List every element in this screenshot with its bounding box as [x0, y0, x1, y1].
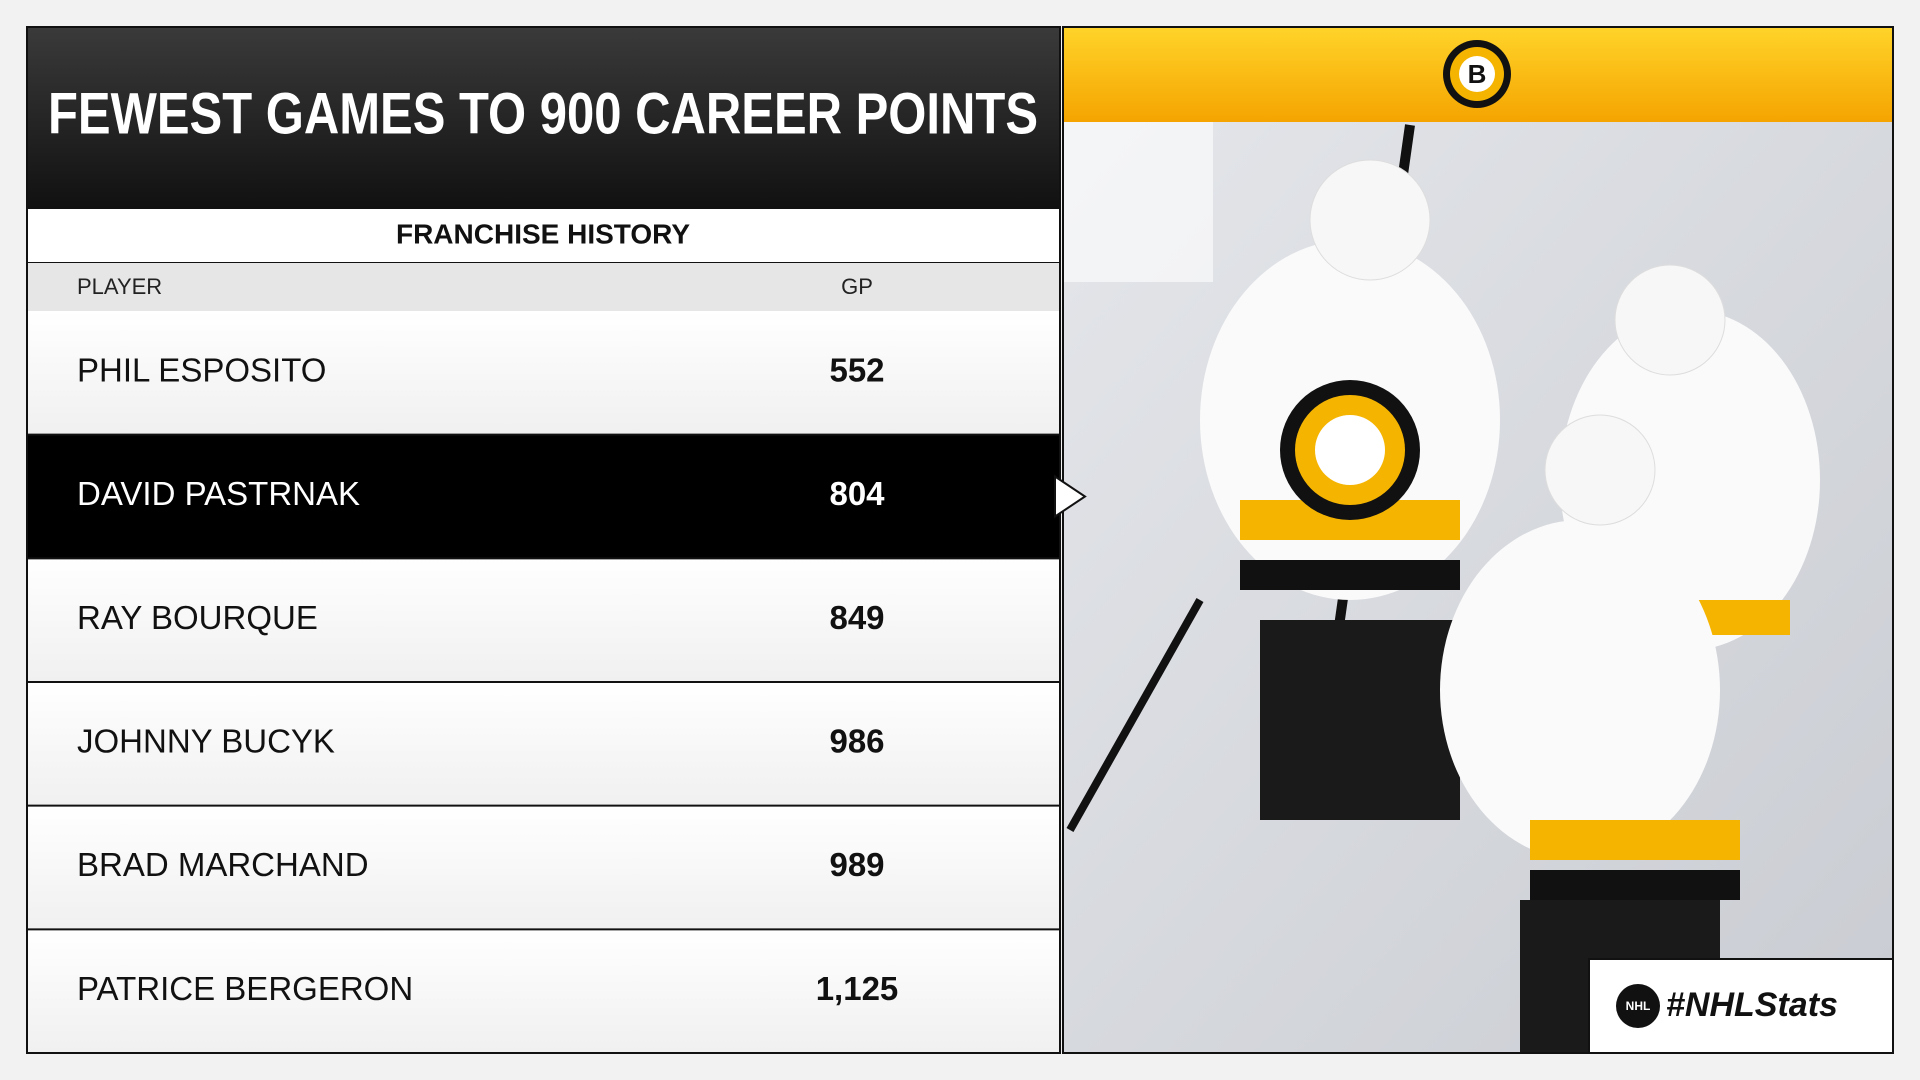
- table-row: [27, 558, 1060, 682]
- team-logo: B: [1443, 40, 1511, 108]
- nhl-shield: [1616, 984, 1660, 1028]
- logo-letter: B: [1468, 59, 1487, 89]
- highlight-arrow: [1054, 474, 1087, 519]
- subtitle: FRANCHISE HISTORY: [396, 218, 690, 249]
- player-name: JOHNNY BUCYK: [77, 723, 335, 760]
- stats-badge: [1588, 958, 1894, 1054]
- table-row: [27, 929, 1060, 1053]
- title-band: [27, 27, 1060, 208]
- table-body: PHIL ESPOSITO 552 DAVID PASTRNAK 804 RAY BOU…: [27, 311, 1060, 1053]
- games-played: 552: [829, 352, 884, 389]
- title: FEWEST GAMES TO 900 CAREER POINTS: [48, 81, 1038, 146]
- player-name: PATRICE BERGERON: [77, 970, 413, 1007]
- player-name: RAY BOURQUE: [77, 599, 318, 636]
- table-row: [27, 682, 1060, 806]
- highlight-row: [27, 434, 1060, 559]
- hashtag: #NHLStats: [1666, 986, 1838, 1024]
- header-row: [27, 263, 1060, 311]
- column-header: PLAYER: [77, 274, 162, 299]
- table-border: [26, 26, 1061, 1054]
- games-played: 989: [829, 846, 884, 883]
- games-played: 1,125: [816, 970, 899, 1007]
- table-row: [27, 311, 1060, 435]
- table-row: [27, 805, 1060, 930]
- nhl-logo-text: NHL: [1626, 999, 1651, 1013]
- games-played: 849: [829, 599, 884, 636]
- column-header: GP: [841, 274, 873, 299]
- games-played: 986: [829, 723, 884, 760]
- player-name: BRAD MARCHAND: [77, 846, 369, 883]
- player-name: PHIL ESPOSITO: [77, 352, 326, 389]
- player-name: DAVID PASTRNAK: [77, 475, 360, 512]
- photo-border: [1062, 26, 1894, 1054]
- photo-players: [1063, 122, 1820, 1053]
- games-played: 804: [829, 475, 885, 512]
